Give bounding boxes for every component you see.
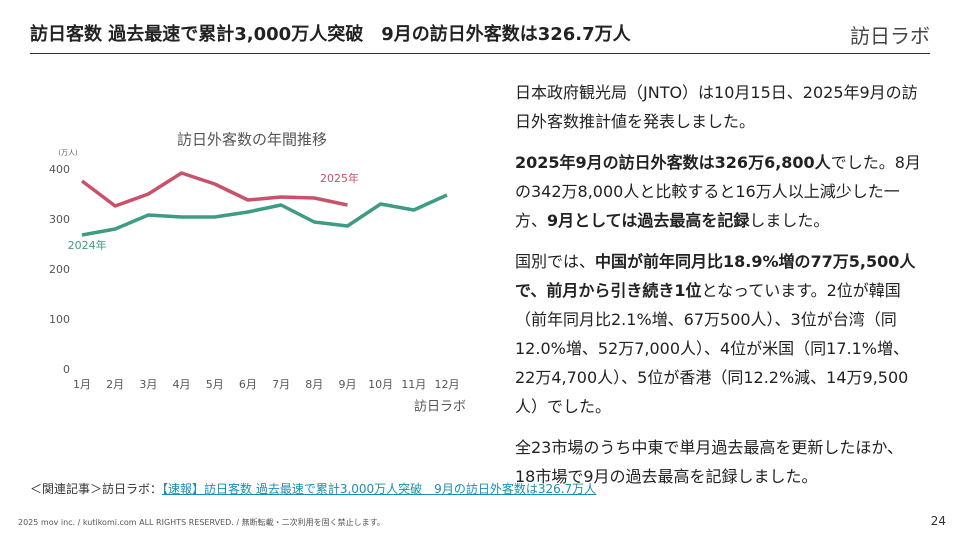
logo: 訪日ラボ bbox=[850, 24, 930, 48]
text: となっています。2位が韓国（前年同月比2.1%増、67万500人）、3位が台湾（… bbox=[515, 281, 910, 416]
line-series bbox=[80, 171, 348, 208]
series-label: 2025年 bbox=[320, 171, 359, 185]
paragraph: 全23市場のうち中東で単月過去最高を更新したほか、18市場で9月の過去最高を記録… bbox=[515, 433, 923, 491]
y-tick-label: 100 bbox=[49, 313, 70, 326]
x-tick-label: 3月 bbox=[139, 378, 157, 391]
bold-text: 中国が前年同月比18.9%増の77万5,500人で、前月から引き続き1位 bbox=[515, 252, 916, 300]
chart: 訪日外客数の年間推移 (万人) 訪日ラボ 0 100 200 300 400 1月 2月 3月… bbox=[49, 131, 466, 415]
x-tick-label: 10月 bbox=[368, 378, 393, 391]
text: しました。 bbox=[749, 211, 830, 230]
unit-label: (万人) bbox=[58, 149, 78, 157]
y-tick-label: 400 bbox=[49, 163, 70, 176]
body-text: 日本政府観光局（JNTO）は10月15日、2025年9月の訪日外客数推計値を発表… bbox=[515, 78, 923, 503]
related-article: ＜関連記事＞訪日ラボ：【速報】訪日客数 過去最速で累計3,000万人突破 9月の… bbox=[30, 480, 596, 497]
y-tick-label: 300 bbox=[49, 213, 70, 226]
line-series bbox=[81, 193, 448, 237]
x-tick-label: 7月 bbox=[272, 378, 290, 391]
slide-title: 訪日客数 過去最速で累計3,000万人突破 9月の訪日外客数は326.7万人 bbox=[30, 24, 631, 45]
bold-text: 9月としては過去最高を記録 bbox=[547, 211, 750, 230]
x-tick-label: 11月 bbox=[401, 378, 426, 391]
chart-logo: 訪日ラボ bbox=[414, 399, 466, 415]
x-tick-label: 4月 bbox=[173, 378, 191, 391]
series-label: 2024年 bbox=[68, 238, 107, 252]
x-tick-label: 8月 bbox=[305, 378, 323, 391]
y-tick-label: 0 bbox=[63, 363, 70, 376]
paragraph: 日本政府観光局（JNTO）は10月15日、2025年9月の訪日外客数推計値を発表… bbox=[515, 78, 923, 136]
x-tick-label: 6月 bbox=[239, 378, 257, 391]
x-tick-label: 9月 bbox=[338, 378, 356, 391]
page-number: 24 bbox=[930, 514, 946, 528]
text: 国別では、 bbox=[515, 252, 596, 271]
related-link[interactable]: 【速報】訪日客数 過去最速で累計3,000万人突破 9月の訪日外客数は326.7… bbox=[162, 482, 597, 496]
x-tick-label: 1月 bbox=[73, 378, 91, 391]
x-tick-label: 12月 bbox=[435, 378, 460, 391]
paragraph: 2025年9月の訪日外客数は326万6,800人でした。8月の342万8,000… bbox=[515, 148, 923, 235]
paragraph: 国別では、中国が前年同月比18.9%増の77万5,500人で、前月から引き続き1… bbox=[515, 247, 923, 421]
copyright: 2025 mov inc. / kutikomi.com ALL RIGHTS … bbox=[18, 518, 385, 527]
divider bbox=[30, 53, 930, 54]
x-tick-label: 2月 bbox=[106, 378, 124, 391]
related-prefix: ＜関連記事＞訪日ラボ： bbox=[30, 482, 163, 496]
text: 日本政府観光局（JNTO）は10月15日、2025年9月の訪日外客数推計値を発表… bbox=[515, 83, 918, 131]
x-tick-label: 5月 bbox=[206, 378, 224, 391]
text: でした。8月の342万8,000人と比較すると16万人以上減少した一方、 bbox=[515, 153, 921, 230]
text: 全23市場のうち中東で単月過去最高を更新したほか、18市場で9月の過去最高を記録… bbox=[515, 438, 904, 486]
y-tick-label: 200 bbox=[49, 263, 70, 276]
bold-text: 2025年9月の訪日外客数は326万6,800人 bbox=[515, 153, 831, 172]
chart-title: 訪日外客数の年間推移 bbox=[177, 131, 327, 149]
